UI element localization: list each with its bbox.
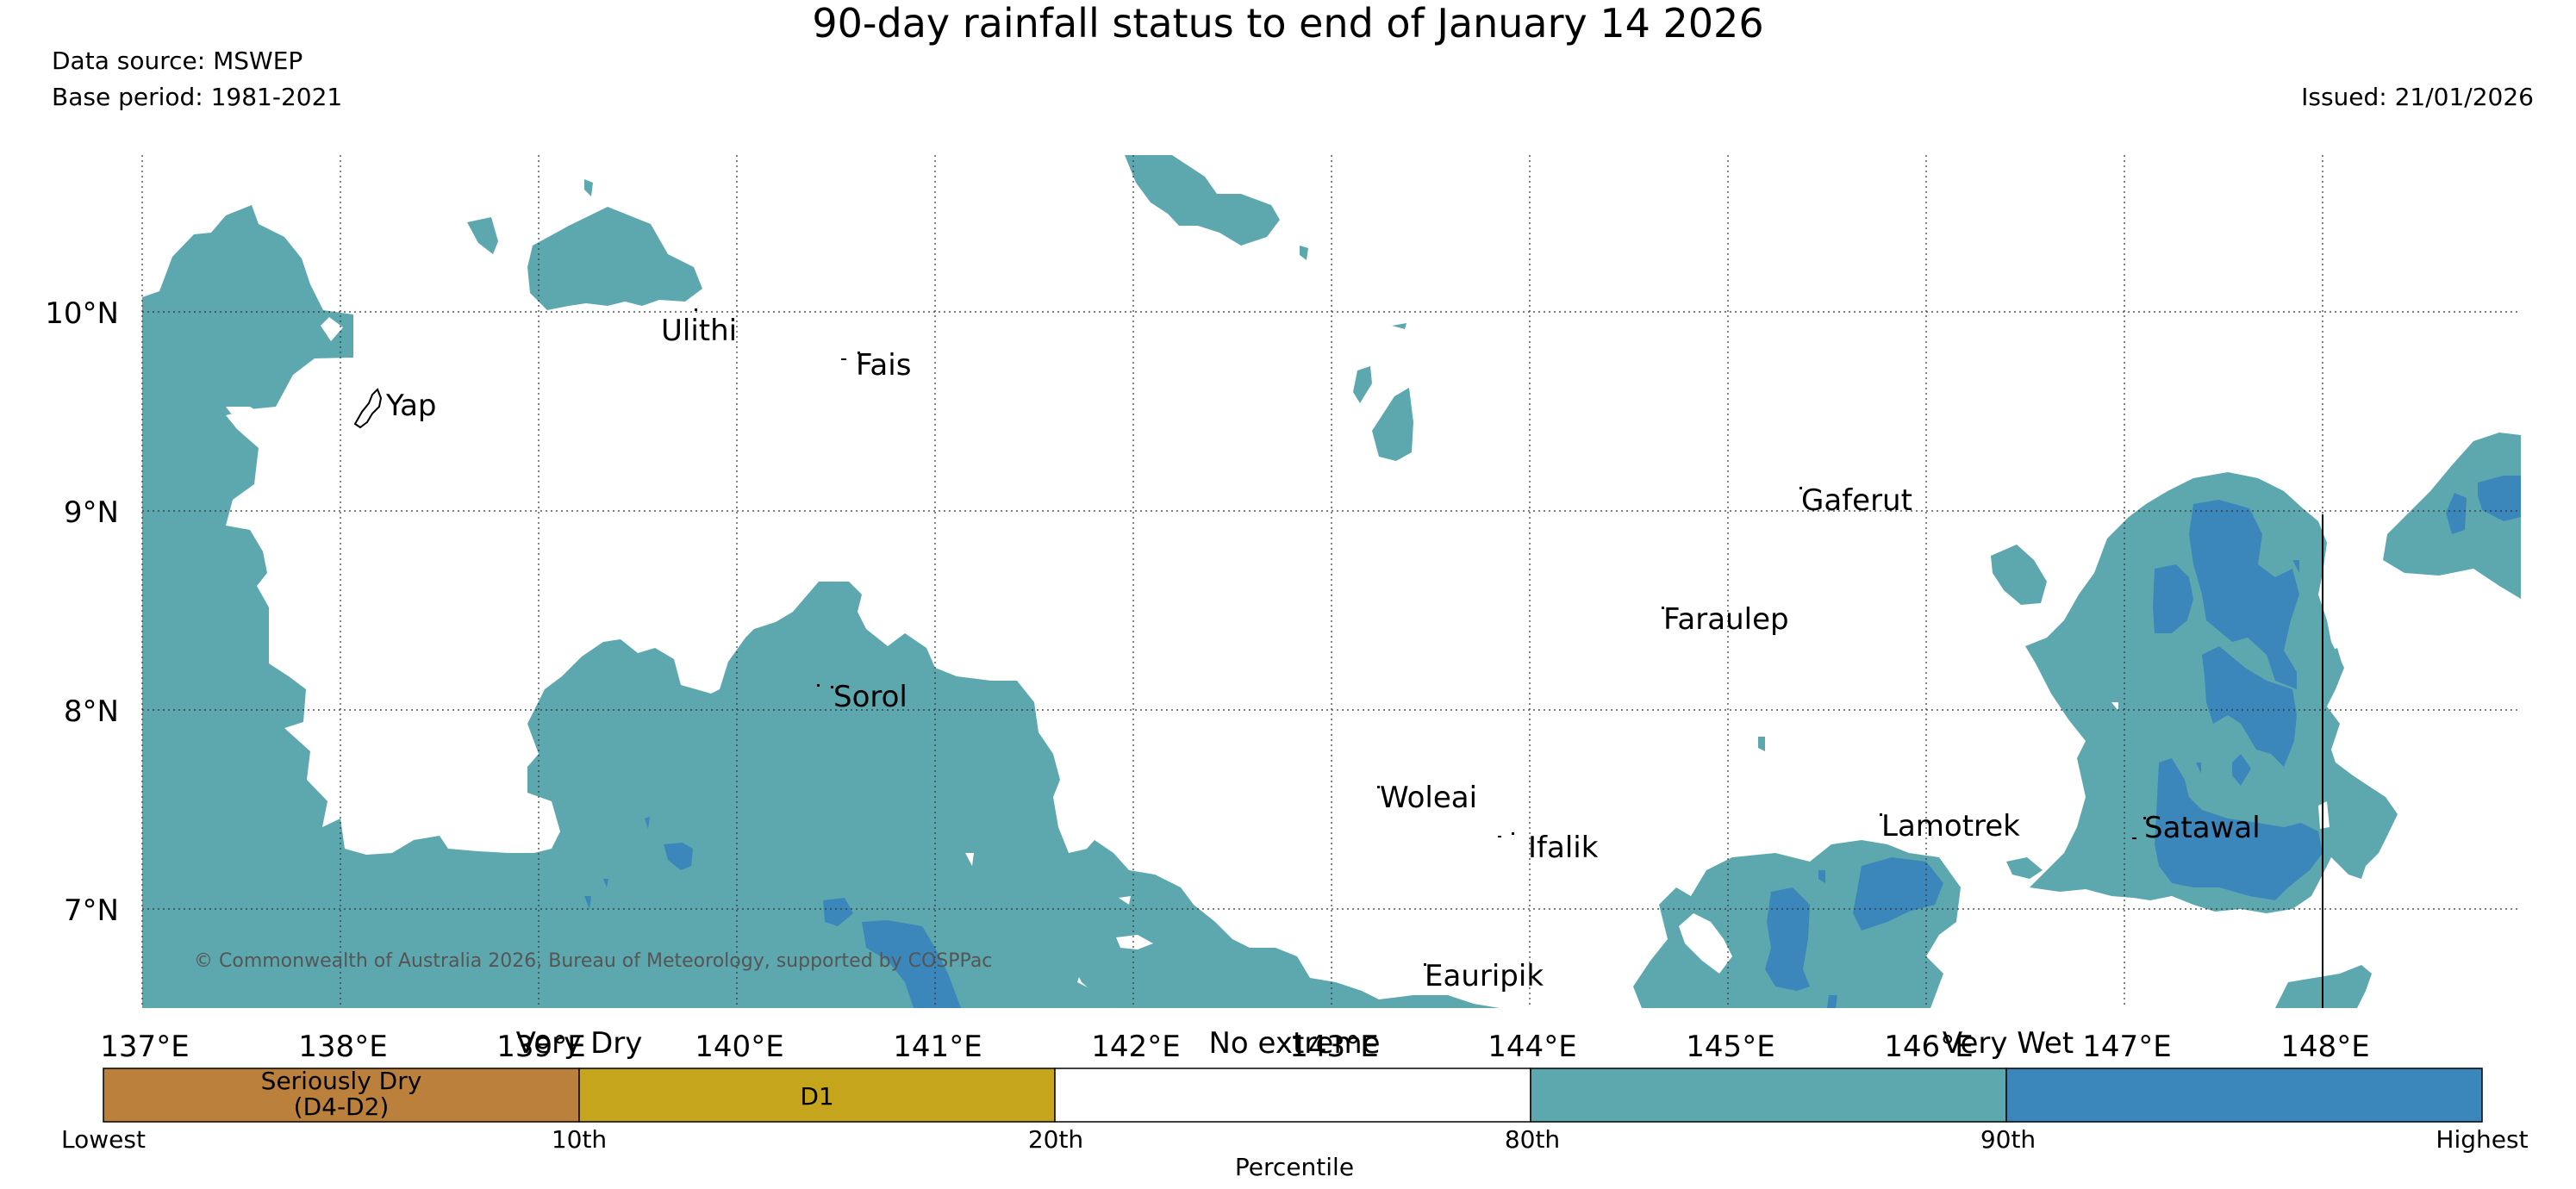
rainfall-contours: [142, 155, 2521, 1008]
place-label: Faraulep: [1663, 602, 1789, 637]
lat-label: 8°N: [64, 694, 119, 729]
lon-label: 138°E: [298, 1030, 387, 1064]
legend-swatch: [1530, 1068, 2007, 1123]
place-label: Woleai: [1380, 781, 1477, 815]
legend-colorbar: Seriously Dry (D4-D2) D1: [103, 1067, 2483, 1123]
normal-holes: [226, 317, 2330, 974]
lon-label: 147°E: [2082, 1030, 2171, 1064]
legend-swatch: [103, 1068, 580, 1123]
place-label: Ifalik: [1528, 831, 1599, 865]
map-title: 90-day rainfall status to end of January…: [812, 0, 1764, 47]
lon-label: 145°E: [1686, 1030, 1775, 1064]
legend-group-labels: Very Dry No extreme Very Wet: [516, 1026, 2074, 1061]
place-label: Sorol: [833, 680, 908, 714]
place-label: Eauripik: [1425, 959, 1544, 993]
issued-date: Issued: 21/01/2026: [2301, 83, 2534, 111]
legend-swatch: [2005, 1068, 2483, 1123]
lon-label: 146°E: [1884, 1030, 1973, 1064]
data-source: Data source: MSWEP: [52, 47, 303, 75]
lon-label: 139°E: [496, 1030, 585, 1064]
lat-label: 9°N: [64, 495, 119, 530]
lat-label: 7°N: [64, 893, 119, 928]
legend-swatch: [1054, 1068, 1531, 1123]
legend-tick: Lowest: [61, 1125, 146, 1154]
lon-label: 141°E: [893, 1030, 982, 1064]
lon-label: 140°E: [695, 1030, 783, 1064]
lon-label: 143°E: [1289, 1030, 1378, 1064]
very-wet-region: [584, 476, 2521, 1008]
lat-label: 10°N: [45, 296, 119, 331]
longitude-labels: 137°E 138°E 139°E 140°E 141°E 142°E 143°…: [100, 1030, 2369, 1064]
legend-tick: Highest: [2436, 1125, 2528, 1154]
place-label: Gaferut: [1801, 483, 1912, 518]
legend-tick: 20th: [1028, 1125, 1083, 1154]
place-label: Lamotrek: [1881, 809, 2020, 844]
place-label: Ulithi: [661, 314, 737, 348]
place-label: Fais: [856, 348, 911, 383]
legend-tick: 90th: [1980, 1125, 2036, 1154]
legend-tick: 80th: [1505, 1125, 1560, 1154]
lon-label: 142°E: [1091, 1030, 1180, 1064]
yap-island-outline: [353, 388, 383, 429]
copyright-notice: © Commonwealth of Australia 2026, Bureau…: [194, 950, 992, 972]
legend-group-label: Very Dry: [516, 1026, 643, 1061]
lon-label: 148°E: [2280, 1030, 2369, 1064]
place-label: Yap: [385, 389, 437, 423]
legend-axis-label: Percentile: [1235, 1153, 1354, 1181]
legend-group-label: Very Wet: [1943, 1026, 2074, 1061]
graticule: [141, 155, 2521, 1008]
lon-label: 144°E: [1488, 1030, 1576, 1064]
legend-ticks: Lowest 10th 20th 80th 90th Highest: [61, 1125, 2529, 1154]
latitude-labels: 10°N 9°N 8°N 7°N: [45, 296, 119, 928]
legend-group-label: No extreme: [1208, 1026, 1380, 1061]
place-label: Satawal: [2144, 811, 2261, 845]
island-markers: [695, 308, 2146, 966]
legend-category-label: Seriously Dry (D4-D2): [261, 1067, 422, 1121]
legend-tick: 10th: [552, 1125, 607, 1154]
base-period: Base period: 1981-2021: [52, 83, 343, 111]
lon-label: 137°E: [100, 1030, 189, 1064]
legend-category-label: D1: [800, 1082, 833, 1111]
